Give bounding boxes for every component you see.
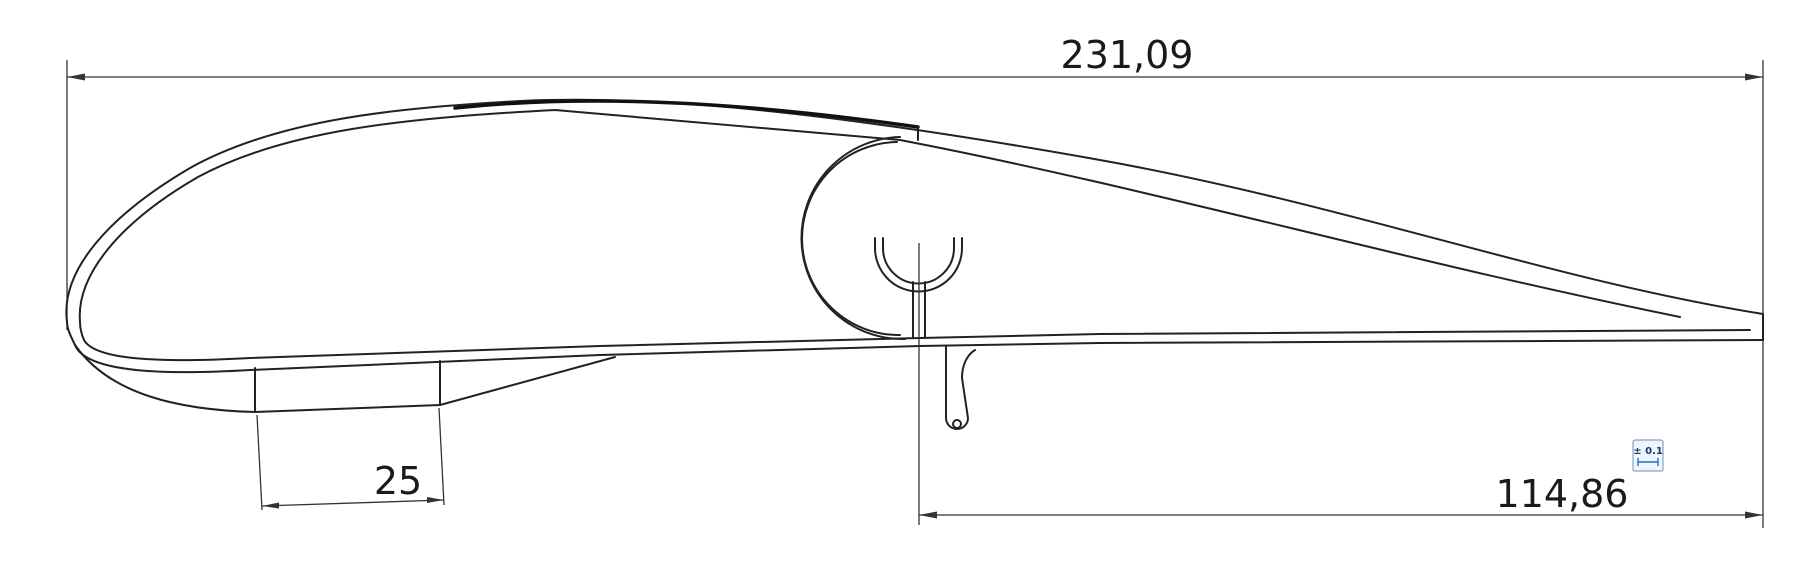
rear-length-dimension: 114,86 <box>919 340 1764 528</box>
top-sheeting-strip <box>453 99 920 129</box>
lower-surface-outer <box>66 321 1764 374</box>
strip-extension-left <box>256 414 263 511</box>
overall-length-dimension: 231,09 <box>66 33 1764 330</box>
hinge-arc <box>800 126 919 341</box>
horn-outline <box>945 346 976 430</box>
strip-arrow-left-icon <box>262 502 279 509</box>
strip-bottom-edge <box>254 404 441 413</box>
strip-width-dimension: 25 <box>256 407 445 511</box>
strip-extension-right <box>438 407 445 506</box>
tolerance-badge-frame <box>1632 439 1664 472</box>
rear-length-label: 114,86 <box>1496 472 1629 516</box>
lower-surface-inner <box>79 321 1751 362</box>
upper-surface-outer <box>65 98 1764 323</box>
strip-taper <box>439 356 616 406</box>
tolerance-badge[interactable]: ± 0.1 <box>1632 439 1664 472</box>
strip-width-label: 25 <box>374 459 422 503</box>
strip-dimension-line <box>261 499 445 507</box>
leading-edge-underside <box>74 344 256 413</box>
control-horn <box>945 346 976 430</box>
pivot-fork <box>874 237 963 525</box>
hinge-arc-inner <box>801 141 901 337</box>
bottom-strip-piece <box>254 356 616 413</box>
arrowhead-right-icon <box>1745 73 1763 81</box>
upper-surface-inner <box>78 109 1681 323</box>
airfoil-outer-skin <box>65 98 1764 413</box>
hinge-arc-outer <box>800 136 906 341</box>
tolerance-dimension-icon <box>1637 458 1659 466</box>
rear-arrow-left-icon <box>919 511 937 519</box>
arrowhead-left-icon <box>67 73 85 81</box>
rear-arrow-right-icon <box>1745 511 1763 519</box>
horn-hole <box>952 419 962 429</box>
overall-length-label: 231,09 <box>1061 33 1194 77</box>
tolerance-badge-label: ± 0.1 <box>1633 446 1663 457</box>
strip-arrow-right-icon <box>427 497 444 503</box>
